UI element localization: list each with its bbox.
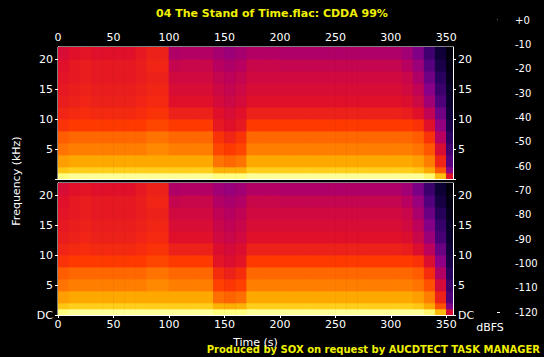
svg-text:0: 0 [55, 318, 62, 331]
svg-text:0: 0 [55, 31, 62, 44]
svg-text:20: 20 [39, 53, 53, 66]
svg-text:250: 250 [325, 31, 346, 44]
svg-text:Frequency (kHz): Frequency (kHz) [10, 136, 23, 225]
svg-text:300: 300 [380, 31, 401, 44]
svg-text:350: 350 [436, 318, 457, 331]
svg-text:20: 20 [458, 53, 472, 66]
svg-text:10: 10 [458, 113, 472, 126]
svg-text:10: 10 [39, 249, 53, 262]
svg-text:15: 15 [458, 219, 472, 232]
svg-text:250: 250 [325, 318, 346, 331]
svg-text:300: 300 [380, 318, 401, 331]
svg-text:Produced by SOX on request by: Produced by SOX on request by AUCDTECT T… [206, 343, 540, 355]
svg-text:-90: -90 [515, 234, 531, 245]
svg-text:-40: -40 [515, 112, 531, 123]
svg-text:-30: -30 [515, 88, 531, 99]
svg-text:15: 15 [39, 219, 53, 232]
svg-text:dBFS: dBFS [476, 321, 504, 334]
svg-text:-120: -120 [515, 307, 538, 318]
svg-text:-10: -10 [515, 39, 531, 50]
svg-text:100: 100 [158, 318, 179, 331]
svg-text:5: 5 [46, 279, 53, 292]
svg-text:DC: DC [458, 309, 474, 322]
svg-text:10: 10 [39, 113, 53, 126]
svg-text:200: 200 [269, 318, 290, 331]
svg-text:20: 20 [458, 189, 472, 202]
svg-text:50: 50 [106, 318, 120, 331]
svg-text:10: 10 [458, 249, 472, 262]
svg-text:-110: -110 [515, 282, 538, 293]
svg-text:20: 20 [39, 189, 53, 202]
svg-text:-50: -50 [515, 136, 531, 147]
svg-text:50: 50 [106, 31, 120, 44]
svg-text:-20: -20 [515, 63, 531, 74]
svg-text:5: 5 [458, 143, 465, 156]
svg-text:Time (s): Time (s) [232, 336, 278, 349]
svg-text:15: 15 [458, 83, 472, 96]
svg-text:150: 150 [214, 31, 235, 44]
svg-text:-70: -70 [515, 185, 531, 196]
svg-text:15: 15 [39, 83, 53, 96]
svg-text:-80: -80 [515, 209, 531, 220]
svg-text:+0: +0 [515, 15, 530, 26]
svg-text:-60: -60 [515, 161, 531, 172]
svg-text:350: 350 [436, 31, 457, 44]
svg-text:5: 5 [46, 143, 53, 156]
svg-text:200: 200 [269, 31, 290, 44]
svg-text:DC: DC [37, 309, 53, 322]
svg-text:100: 100 [158, 31, 179, 44]
svg-text:5: 5 [458, 279, 465, 292]
svg-text:150: 150 [214, 318, 235, 331]
svg-text:04 The Stand of Time.flac: CDD: 04 The Stand of Time.flac: CDDA 99% [156, 7, 388, 20]
svg-text:-100: -100 [515, 258, 538, 269]
